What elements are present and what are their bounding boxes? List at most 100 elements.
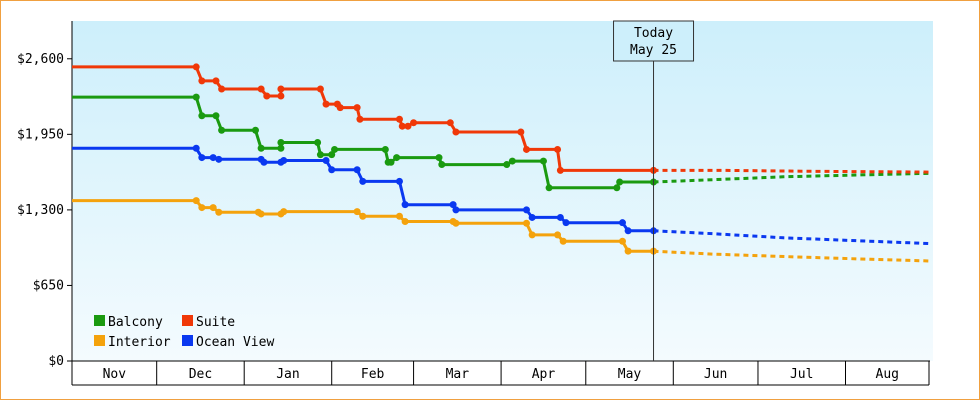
data-point-suite: [446, 119, 454, 127]
data-point-interior: [559, 237, 567, 245]
legend-swatch-balcony: [94, 315, 105, 326]
today-box: [613, 20, 695, 62]
data-point-interior: [192, 197, 200, 205]
plot-background: [72, 21, 933, 361]
month-label: Jun: [704, 367, 727, 382]
data-point-balcony: [328, 151, 336, 159]
data-point-ocean-view: [522, 206, 530, 214]
data-point-ocean-view: [556, 213, 564, 221]
data-point-balcony: [316, 151, 324, 159]
data-point-interior: [618, 237, 626, 245]
data-point-interior: [215, 208, 223, 216]
data-point-balcony: [198, 112, 206, 120]
data-point-balcony: [251, 126, 259, 134]
data-point-balcony: [613, 184, 621, 192]
data-point-balcony: [218, 126, 226, 134]
data-point-balcony: [508, 157, 516, 165]
data-point-balcony: [438, 161, 446, 169]
data-point-suite: [556, 166, 564, 174]
data-point-ocean-view: [353, 166, 361, 174]
data-point-ocean-view: [401, 201, 409, 209]
forecast-line-ocean-view: [653, 229, 931, 246]
legend-label-interior: Interior: [108, 335, 171, 350]
today-label: Today: [634, 26, 673, 41]
series-line-interior: [72, 199, 654, 253]
data-point-balcony: [539, 157, 547, 165]
data-point-ocean-view: [260, 158, 268, 166]
legend-swatch-interior: [94, 335, 105, 346]
data-point-balcony: [616, 178, 624, 186]
data-point-suite: [277, 85, 285, 93]
data-point-balcony: [331, 145, 339, 153]
data-point-interior: [528, 231, 536, 239]
data-point-interior: [554, 231, 562, 239]
data-point-balcony: [257, 144, 265, 152]
month-label: Aug: [876, 367, 899, 382]
data-point-ocean-view: [209, 154, 217, 162]
legend-label-ocean-view: Ocean View: [196, 335, 274, 350]
data-point-suite: [353, 104, 361, 112]
data-point-suite: [398, 122, 406, 130]
month-label: Jul: [790, 367, 813, 382]
data-point-suite: [192, 63, 200, 71]
data-point-interior: [359, 212, 367, 220]
data-point-interior: [395, 212, 403, 220]
data-point-suite: [356, 115, 364, 123]
month-label: Dec: [189, 367, 212, 382]
data-point-ocean-view: [198, 154, 206, 162]
data-point-suite: [257, 85, 265, 93]
y-tick-label: $0: [48, 354, 64, 369]
forecast-line-suite: [653, 168, 931, 174]
month-label: Feb: [361, 367, 385, 382]
data-point-balcony: [277, 138, 285, 146]
data-point-balcony: [277, 144, 285, 152]
forecast-line-interior: [653, 249, 931, 263]
data-point-suite: [322, 100, 330, 108]
legend-label-suite: Suite: [196, 315, 235, 330]
data-point-suite: [336, 104, 344, 112]
data-point-balcony: [503, 161, 511, 169]
data-point-ocean-view: [359, 177, 367, 185]
data-point-interior: [257, 210, 265, 218]
data-point-suite: [410, 119, 418, 127]
forecast-line-balcony: [653, 171, 931, 184]
month-label: May: [618, 367, 642, 382]
legend-swatch-ocean-view: [182, 335, 193, 346]
data-point-suite: [404, 122, 412, 130]
data-point-suite: [277, 92, 285, 100]
data-point-ocean-view: [395, 177, 403, 185]
data-point-interior: [452, 219, 460, 227]
data-point-interior: [353, 208, 361, 216]
data-point-balcony: [381, 145, 389, 153]
data-point-interior: [401, 218, 409, 226]
y-tick-label: $1,300: [17, 203, 64, 218]
data-point-interior: [624, 247, 632, 255]
data-point-balcony: [314, 138, 322, 146]
data-point-balcony: [192, 93, 200, 101]
month-label: Nov: [103, 367, 127, 382]
data-point-ocean-view: [215, 155, 223, 163]
data-point-balcony: [435, 154, 443, 162]
data-point-interior: [198, 204, 206, 212]
data-point-interior: [280, 208, 288, 216]
data-point-ocean-view: [280, 156, 288, 164]
y-tick-label: $650: [33, 278, 64, 293]
data-point-ocean-view: [322, 156, 330, 164]
data-point-suite: [212, 77, 220, 85]
month-label: Jan: [276, 367, 299, 382]
data-point-balcony: [393, 154, 401, 162]
data-point-ocean-view: [328, 166, 336, 174]
series-line-balcony: [72, 95, 654, 190]
data-point-ocean-view: [624, 227, 632, 235]
legend-label-balcony: Balcony: [108, 315, 163, 330]
today-date: May 25: [630, 43, 677, 58]
legend-swatch-suite: [182, 315, 193, 326]
data-point-suite: [452, 128, 460, 136]
data-point-interior: [209, 204, 217, 212]
data-point-ocean-view: [452, 206, 460, 214]
data-point-suite: [218, 85, 226, 93]
data-point-ocean-view: [618, 219, 626, 227]
data-point-ocean-view: [562, 219, 570, 227]
